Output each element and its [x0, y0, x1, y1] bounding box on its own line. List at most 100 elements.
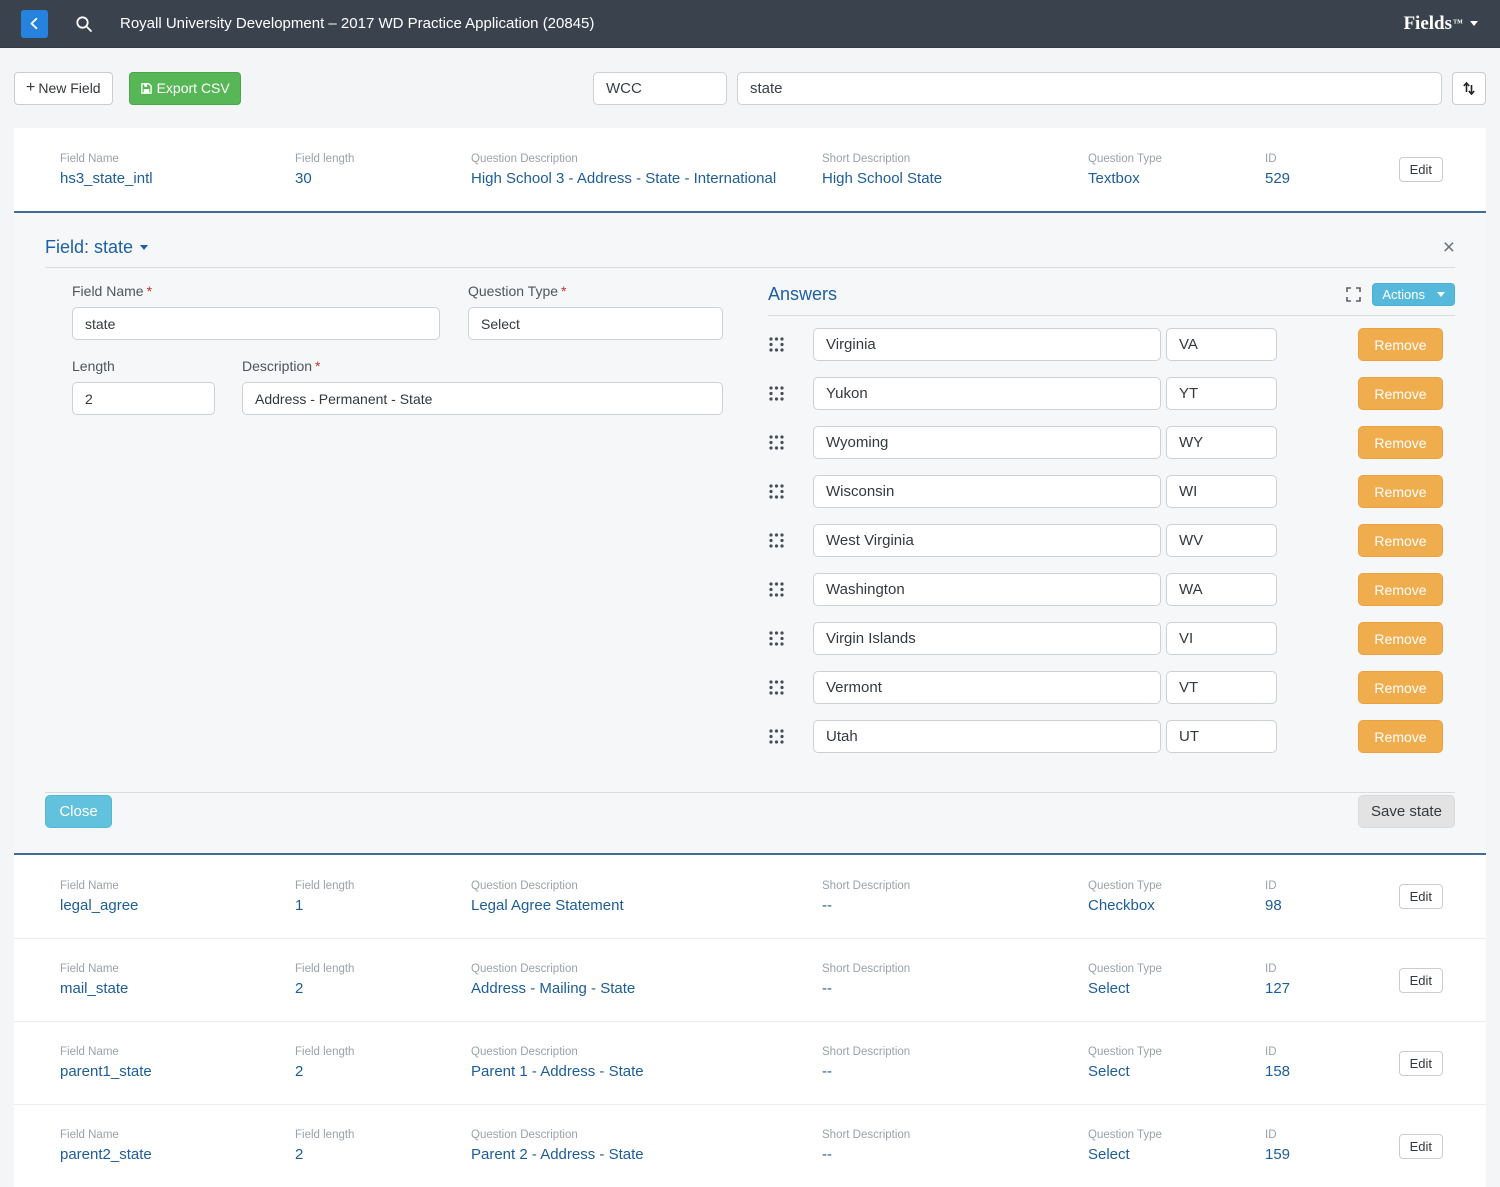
remove-button[interactable]: Remove	[1358, 573, 1443, 606]
answer-code-input[interactable]	[1166, 377, 1277, 410]
answer-name-input[interactable]	[813, 720, 1161, 753]
remove-button[interactable]: Remove	[1358, 426, 1443, 459]
field-name-input[interactable]	[72, 307, 440, 340]
drag-handle-icon[interactable]	[768, 336, 788, 353]
answer-code-input[interactable]	[1166, 573, 1277, 606]
edit-button[interactable]: Edit	[1399, 1134, 1443, 1159]
drag-handle-icon[interactable]	[768, 630, 788, 647]
question-type-cell: Question Type Select	[1088, 1129, 1265, 1163]
question-description-cell: Question Description Address - Mailing -…	[471, 963, 822, 997]
field-row-mail-state[interactable]: Field Name mail_state Field length 2 Que…	[14, 938, 1486, 1021]
answer-row: Remove	[768, 426, 1455, 459]
divider	[45, 792, 1455, 793]
answer-name-input[interactable]	[813, 622, 1161, 655]
field-name-label: Field Name*	[72, 283, 440, 299]
drag-handle-icon[interactable]	[768, 483, 788, 500]
remove-button[interactable]: Remove	[1358, 377, 1443, 410]
description-label: Description*	[242, 358, 723, 374]
edit-button[interactable]: Edit	[1399, 968, 1443, 993]
answer-code-input[interactable]	[1166, 475, 1277, 508]
back-button[interactable]	[21, 10, 48, 38]
divider	[768, 315, 1455, 316]
question-type-cell: Question Type Checkbox	[1088, 880, 1265, 914]
drag-handle-icon[interactable]	[768, 581, 788, 598]
length-input[interactable]	[72, 382, 215, 415]
new-field-button[interactable]: + New Field	[14, 72, 113, 105]
field-row-parent1-state[interactable]: Field Name parent1_state Field length 2 …	[14, 1021, 1486, 1104]
export-csv-button[interactable]: Export CSV	[129, 72, 241, 105]
id-cell: ID 127	[1265, 963, 1365, 997]
remove-button[interactable]: Remove	[1358, 671, 1443, 704]
required-marker: *	[561, 283, 566, 299]
edit-button[interactable]: Edit	[1399, 884, 1443, 909]
field-length-cell: Field length 30	[295, 153, 471, 187]
chevron-down-icon	[1470, 21, 1478, 26]
description-input[interactable]	[242, 382, 723, 415]
answer-name-input[interactable]	[813, 475, 1161, 508]
field-name-cell: Field Name parent1_state	[60, 1046, 295, 1080]
field-name-cell: Field Name parent2_state	[60, 1129, 295, 1163]
fullscreen-icon[interactable]	[1346, 287, 1361, 302]
field-row-legal-agree[interactable]: Field Name legal_agree Field length 1 Qu…	[14, 855, 1486, 938]
fields-list: Field Name hs3_state_intl Field length 3…	[14, 128, 1486, 1187]
filter-category-input[interactable]	[593, 72, 727, 105]
required-marker: *	[147, 283, 152, 299]
chevron-left-icon	[27, 16, 42, 31]
short-description-cell: Short Description High School State	[822, 153, 1088, 187]
short-description-cell: Short Description --	[822, 1046, 1088, 1080]
drag-handle-icon[interactable]	[768, 434, 788, 451]
question-type-select[interactable]	[468, 307, 723, 340]
toolbar: + New Field Export CSV	[0, 48, 1500, 128]
answer-code-input[interactable]	[1166, 328, 1277, 361]
drag-handle-icon[interactable]	[768, 532, 788, 549]
remove-button[interactable]: Remove	[1358, 328, 1443, 361]
fields-logo-menu[interactable]: Fields™	[1403, 13, 1478, 35]
answer-name-input[interactable]	[813, 573, 1161, 606]
search-icon[interactable]	[75, 15, 93, 33]
edit-button[interactable]: Edit	[1399, 1051, 1443, 1076]
sort-button[interactable]	[1452, 72, 1486, 105]
remove-button[interactable]: Remove	[1358, 622, 1443, 655]
field-editor-title-dropdown[interactable]: Field: state	[45, 237, 148, 258]
answer-row: Remove	[768, 720, 1455, 753]
answer-name-input[interactable]	[813, 328, 1161, 361]
save-state-button[interactable]: Save state	[1358, 795, 1455, 828]
plus-icon: +	[26, 80, 35, 96]
edit-button[interactable]: Edit	[1399, 157, 1443, 182]
divider	[45, 267, 1455, 268]
trademark-symbol: ™	[1453, 18, 1463, 29]
answer-name-input[interactable]	[813, 524, 1161, 557]
answer-name-input[interactable]	[813, 426, 1161, 459]
field-editor-panel: Field: state × Field Name* Question Type…	[14, 211, 1486, 855]
answer-row: Remove	[768, 524, 1455, 557]
answer-name-input[interactable]	[813, 671, 1161, 704]
answer-row: Remove	[768, 475, 1455, 508]
field-form: Field Name* Question Type* Length Descri…	[45, 283, 723, 753]
field-row-hs3-state-intl[interactable]: Field Name hs3_state_intl Field length 3…	[14, 128, 1486, 211]
answer-code-input[interactable]	[1166, 426, 1277, 459]
filter-search-input[interactable]	[737, 72, 1442, 105]
close-button[interactable]: Close	[45, 795, 112, 828]
drag-handle-icon[interactable]	[768, 679, 788, 696]
field-name-cell: Field Name hs3_state_intl	[60, 153, 295, 187]
field-name-cell: Field Name mail_state	[60, 963, 295, 997]
remove-button[interactable]: Remove	[1358, 475, 1443, 508]
answers-title: Answers	[768, 284, 837, 305]
id-cell: ID 159	[1265, 1129, 1365, 1163]
answer-name-input[interactable]	[813, 377, 1161, 410]
remove-button[interactable]: Remove	[1358, 524, 1443, 557]
drag-handle-icon[interactable]	[768, 728, 788, 745]
answer-code-input[interactable]	[1166, 720, 1277, 753]
close-icon[interactable]: ×	[1443, 237, 1455, 258]
field-length-cell: Field length 2	[295, 963, 471, 997]
chevron-down-icon	[1437, 292, 1445, 297]
question-description-cell: Question Description High School 3 - Add…	[471, 153, 822, 187]
answer-code-input[interactable]	[1166, 622, 1277, 655]
field-row-parent2-state[interactable]: Field Name parent2_state Field length 2 …	[14, 1104, 1486, 1187]
answer-code-input[interactable]	[1166, 524, 1277, 557]
question-type-label: Question Type*	[468, 283, 723, 299]
actions-button[interactable]: Actions	[1372, 283, 1455, 306]
answer-code-input[interactable]	[1166, 671, 1277, 704]
remove-button[interactable]: Remove	[1358, 720, 1443, 753]
drag-handle-icon[interactable]	[768, 385, 788, 402]
